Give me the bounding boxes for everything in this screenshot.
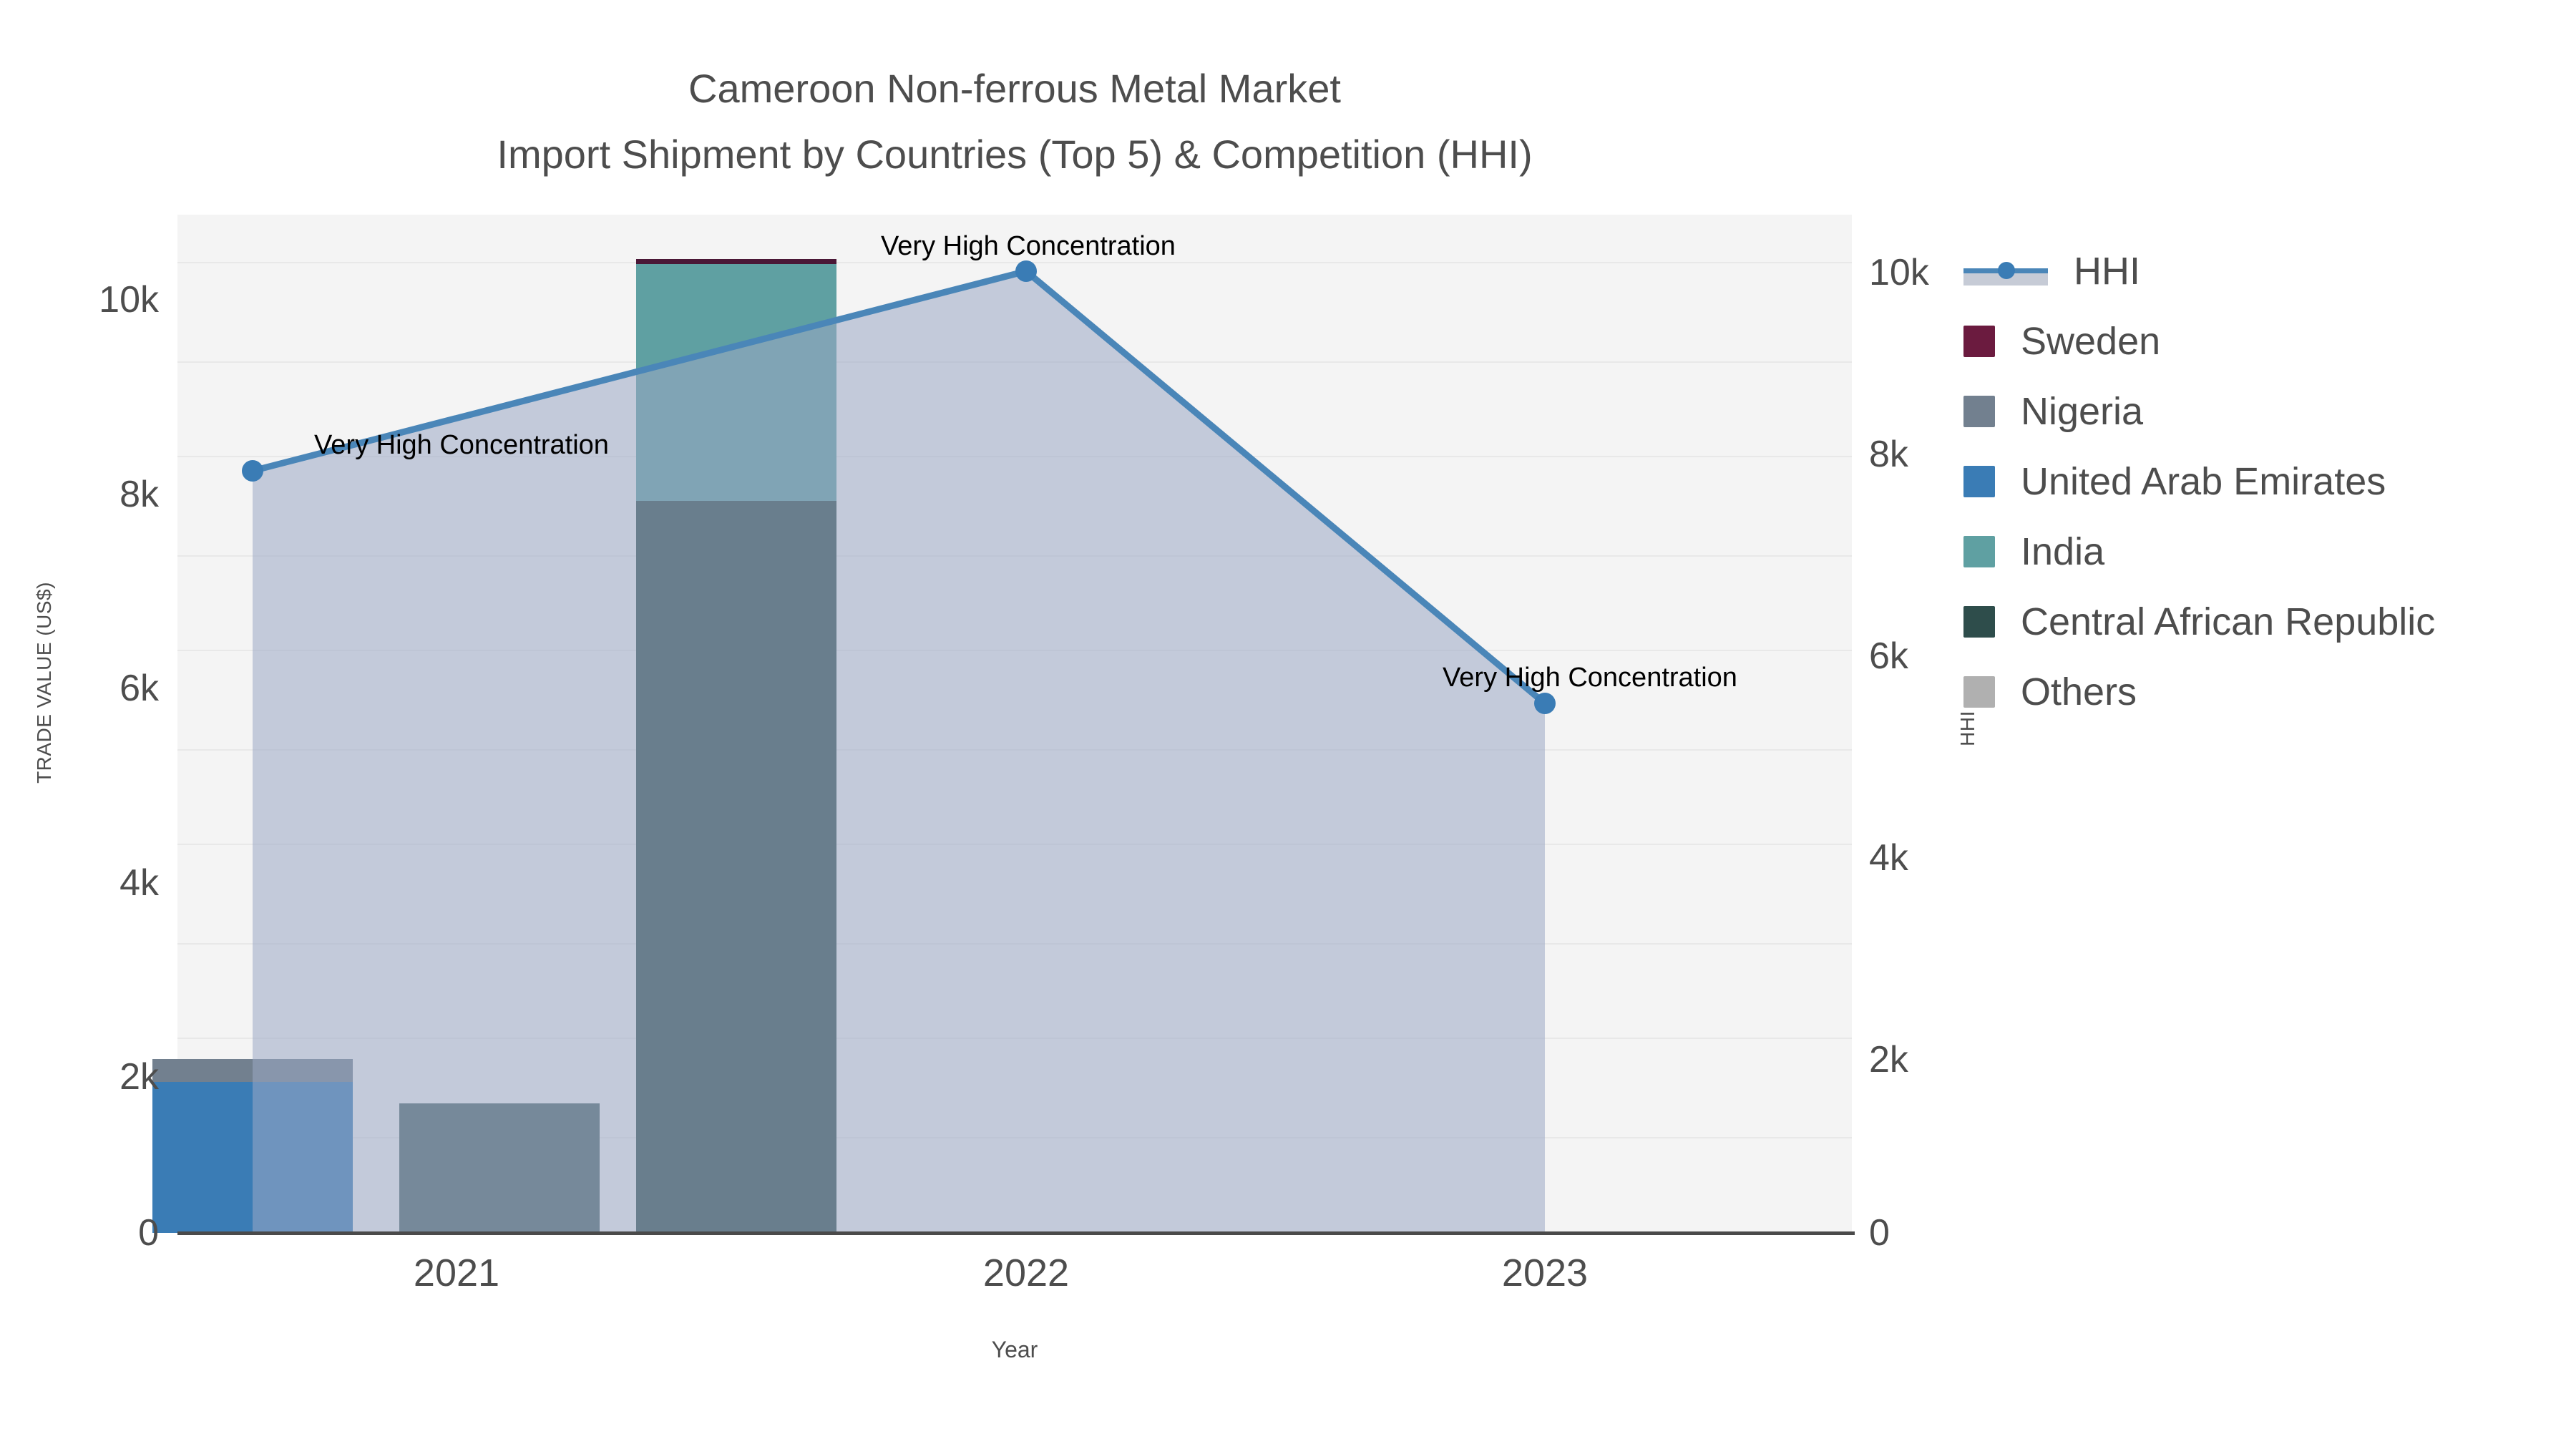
chart-title-line-2: Import Shipment by Countries (Top 5) & C… bbox=[497, 132, 1533, 177]
legend-item-united-arab-emirates[interactable]: United Arab Emirates bbox=[1963, 447, 2550, 517]
gridline bbox=[177, 262, 1852, 263]
legend-label-india: India bbox=[2021, 530, 2105, 573]
x-axis-label: Year bbox=[991, 1337, 1038, 1362]
y-axis-right-tick-0: 0 bbox=[1869, 1212, 1890, 1254]
color-swatch-icon-others bbox=[1963, 676, 1995, 708]
legend-item-nigeria[interactable]: Nigeria bbox=[1963, 376, 2550, 447]
y-axis-right-tick-8k: 8k bbox=[1869, 434, 1908, 475]
legend-item-india[interactable]: India bbox=[1963, 517, 2550, 587]
bar-segment-2023-sweden[interactable] bbox=[636, 259, 836, 264]
annotation-2021: Very High Concentration bbox=[314, 430, 609, 460]
hhi-line-marker-icon bbox=[1963, 255, 2048, 287]
legend-label-others: Others bbox=[2021, 670, 2137, 713]
y-axis-left-tick-6k: 6k bbox=[119, 668, 159, 709]
hhi-overlay-series bbox=[242, 260, 1556, 1233]
y-axis-left-tick-0: 0 bbox=[138, 1212, 159, 1254]
legend-label-sweden: Sweden bbox=[2021, 320, 2161, 363]
y-axis-left-tick-2k: 2k bbox=[119, 1056, 159, 1098]
legend-label-central-african-republic: Central African Republic bbox=[2021, 600, 2436, 643]
y-axis-right-tick-10k: 10k bbox=[1869, 252, 1929, 293]
legend-item-hhi[interactable]: HHI bbox=[1963, 236, 2550, 306]
legend-label-united-arab-emirates: United Arab Emirates bbox=[2021, 460, 2386, 503]
x-axis-tick-2023: 2023 bbox=[1501, 1252, 1589, 1294]
hhi-point-2023[interactable] bbox=[1534, 693, 1556, 714]
legend: HHI Sweden Nigeria United Arab Emirates … bbox=[1963, 236, 2550, 727]
y-axis-left-tick-4k: 4k bbox=[119, 862, 159, 904]
color-swatch-icon-nigeria bbox=[1963, 396, 1995, 427]
annotation-2023: Very High Concentration bbox=[1443, 663, 1737, 693]
y-axis-right-tick-4k: 4k bbox=[1869, 837, 1908, 879]
legend-label-hhi: HHI bbox=[2074, 250, 2140, 293]
legend-label-nigeria: Nigeria bbox=[2021, 390, 2144, 433]
hhi-point-2021[interactable] bbox=[242, 460, 263, 482]
color-swatch-icon-united-arab-emirates bbox=[1963, 466, 1995, 497]
y-axis-right-tick-6k: 6k bbox=[1869, 635, 1908, 677]
y-axis-left-tick-10k: 10k bbox=[99, 279, 159, 321]
y-axis-left-tick-8k: 8k bbox=[119, 474, 159, 515]
x-axis-line bbox=[177, 1231, 1855, 1235]
chart-title: Cameroon Non-ferrous Metal Market Import… bbox=[0, 56, 2029, 187]
annotation-2022: Very High Concentration bbox=[881, 231, 1176, 261]
x-axis-tick-2021: 2021 bbox=[413, 1252, 500, 1294]
chart-title-line-1: Cameroon Non-ferrous Metal Market bbox=[688, 66, 1341, 111]
y-axis-right-ticks: 0 2k 4k 6k 8k 10k bbox=[1869, 0, 2055, 1449]
color-swatch-icon-sweden bbox=[1963, 326, 1995, 357]
legend-item-sweden[interactable]: Sweden bbox=[1963, 306, 2550, 376]
color-swatch-icon-india bbox=[1963, 536, 1995, 567]
x-axis-tick-2022: 2022 bbox=[982, 1252, 1070, 1294]
legend-item-others[interactable]: Others bbox=[1963, 657, 2550, 727]
hhi-area-fill bbox=[253, 271, 1545, 1233]
y-axis-left-ticks: 0 2k 4k 6k 8k 10k bbox=[0, 0, 159, 1449]
legend-item-central-african-republic[interactable]: Central African Republic bbox=[1963, 587, 2550, 657]
y-axis-left-label: TRADE VALUE (US$) bbox=[33, 582, 55, 784]
y-axis-right-tick-2k: 2k bbox=[1869, 1039, 1908, 1080]
color-swatch-icon-central-african-republic bbox=[1963, 606, 1995, 638]
hhi-point-2022[interactable] bbox=[1015, 260, 1037, 282]
